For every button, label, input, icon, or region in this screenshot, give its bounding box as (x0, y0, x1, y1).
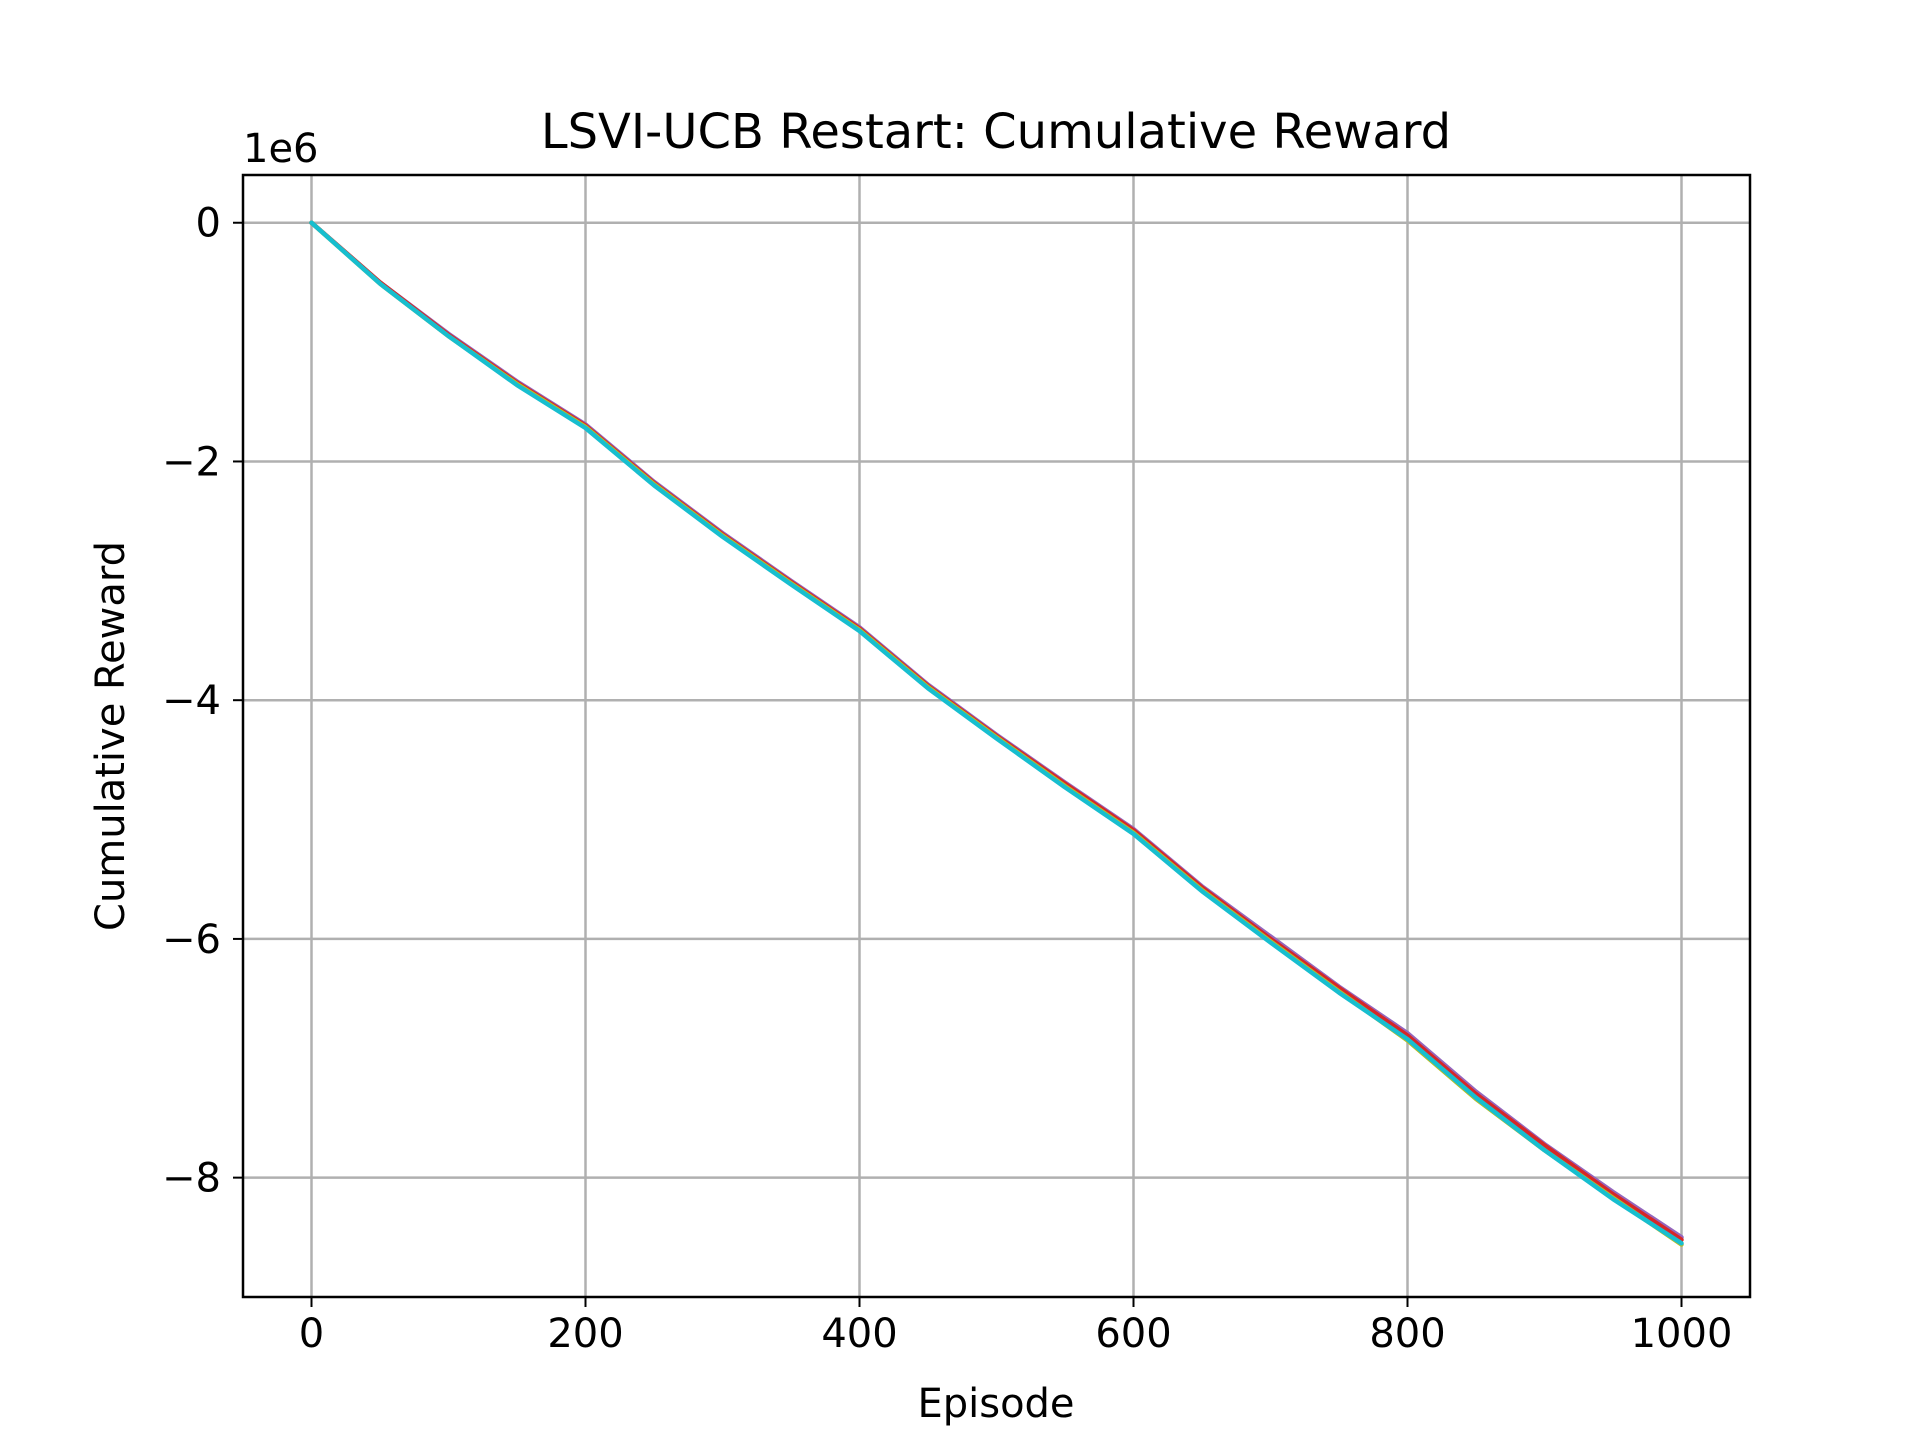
y-tick-label: −4 (162, 678, 221, 724)
y-tick-label: −2 (162, 439, 221, 485)
y-tick-label: 0 (196, 201, 221, 247)
ticks: 0 200 400 600 800 1000 0 −2 −4 −6 −8 (162, 201, 1732, 1357)
y-tick-label: −8 (162, 1156, 221, 1202)
y-axis-label: Cumulative Reward (88, 541, 134, 931)
x-tick-label: 200 (547, 1311, 623, 1357)
x-tick-label: 0 (299, 1311, 324, 1357)
grid (243, 175, 1750, 1297)
x-tick-label: 800 (1369, 1311, 1445, 1357)
x-tick-label: 1000 (1631, 1311, 1733, 1357)
axes-frame (241, 173, 1752, 1299)
x-axis-label: Episode (917, 1381, 1074, 1427)
series-line-4 (309, 220, 1684, 1246)
x-tick-label: 600 (1095, 1311, 1171, 1357)
series-group (309, 220, 1684, 1247)
y-tick-label: −6 (162, 917, 221, 963)
x-tick-label: 400 (821, 1311, 897, 1357)
chart-title: LSVI-UCB Restart: Cumulative Reward (541, 104, 1451, 160)
y-scale-label: 1e6 (243, 126, 319, 172)
